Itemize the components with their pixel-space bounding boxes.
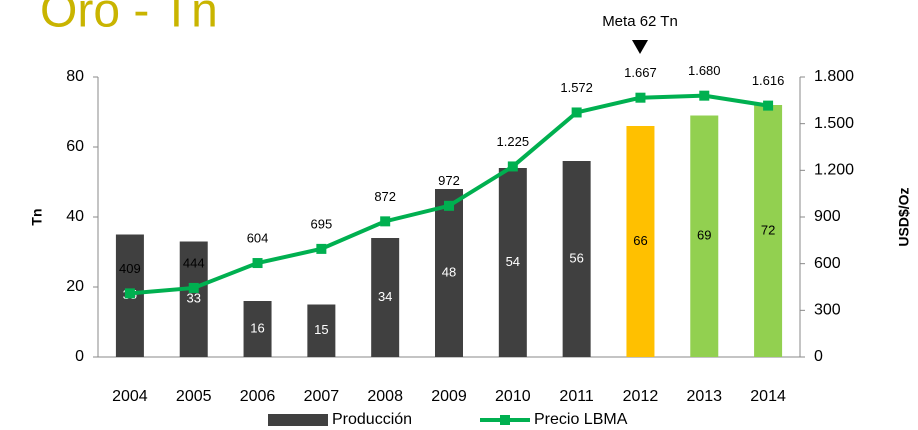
- y2-tick-label: 1.800: [814, 68, 854, 85]
- y2-tick-label: 1.200: [814, 162, 854, 179]
- y2-tick-label: 1.500: [814, 115, 854, 132]
- line-marker: [699, 90, 710, 101]
- line-value-label: 1.667: [624, 65, 657, 80]
- y-tick-label: 0: [75, 348, 84, 365]
- y-tick-label: 40: [66, 208, 84, 225]
- line-value-label: 972: [438, 173, 460, 188]
- legend-swatch-marker: [500, 415, 510, 425]
- line-marker: [763, 100, 774, 111]
- bar-value-label: 15: [314, 322, 328, 337]
- bar-value-label: 69: [697, 228, 711, 243]
- x-tick-label: 2004: [112, 388, 148, 405]
- bar: [371, 238, 400, 357]
- x-tick-label: 2014: [750, 388, 786, 405]
- line-marker: [124, 288, 135, 299]
- y-axis-label: Tn: [29, 208, 45, 225]
- y2-tick-label: 900: [814, 208, 841, 225]
- x-tick-label: 2011: [559, 388, 594, 405]
- line-value-label: 1.680: [688, 63, 721, 78]
- line-marker: [444, 200, 454, 211]
- bar: [754, 105, 783, 357]
- y2-tick-label: 300: [814, 302, 841, 319]
- chart-title: Oro - Tn: [40, 0, 218, 38]
- bar: [243, 301, 272, 357]
- bar: [179, 241, 208, 357]
- line-value-label: 1.572: [560, 80, 593, 95]
- bar-value-label: 72: [761, 222, 775, 237]
- annotation: Meta 62 Tn: [602, 13, 678, 30]
- line-value-label: 1.225: [497, 134, 530, 149]
- x-tick-label: 2007: [304, 388, 340, 405]
- line-value-label: 604: [247, 230, 269, 245]
- annotation-marker: [632, 40, 648, 54]
- bar-value-label: 33: [186, 291, 200, 306]
- bar: [690, 115, 719, 357]
- bar-value-label: 34: [378, 289, 392, 304]
- x-tick-label: 2013: [686, 388, 722, 405]
- legend-swatch: [268, 414, 328, 426]
- bar: [562, 161, 591, 357]
- line-value-label: 695: [311, 216, 333, 231]
- x-tick-label: 2010: [495, 388, 531, 405]
- line-marker: [380, 216, 391, 227]
- y2-tick-label: 0: [814, 348, 823, 365]
- line-marker: [635, 92, 646, 103]
- x-tick-label: 2008: [367, 388, 403, 405]
- y-tick-label: 20: [66, 278, 84, 295]
- line-marker: [252, 258, 263, 269]
- y-tick-label: 80: [66, 68, 84, 85]
- x-tick-label: 2009: [431, 388, 467, 405]
- x-tick-label: 2012: [623, 388, 659, 405]
- x-tick-label: 2006: [240, 388, 276, 405]
- line-marker: [571, 107, 582, 118]
- bar-value-label: 54: [506, 254, 520, 269]
- x-tick-label: 2005: [176, 388, 212, 405]
- bar-value-label: 66: [633, 233, 647, 248]
- bar-value-label: 16: [250, 320, 264, 335]
- bar: [626, 126, 655, 357]
- bar-value-label: 48: [442, 264, 456, 279]
- legend-label: Producción: [332, 411, 412, 428]
- line-marker: [507, 161, 518, 172]
- line-value-label: 872: [374, 189, 396, 204]
- bar-value-label: 56: [569, 250, 583, 265]
- y2-tick-label: 600: [814, 255, 841, 272]
- line-marker: [188, 282, 199, 293]
- y2-axis-label: USD$/Oz: [896, 187, 912, 246]
- bar: [498, 168, 527, 357]
- bar: [307, 304, 336, 357]
- line-value-label: 1.616: [752, 73, 785, 88]
- line-value-label: 444: [183, 255, 205, 270]
- line-value-label: 409: [119, 261, 141, 276]
- y-tick-label: 60: [66, 138, 84, 155]
- bar: [435, 189, 463, 357]
- line-marker: [316, 243, 327, 254]
- legend-label: Precio LBMA: [534, 411, 628, 428]
